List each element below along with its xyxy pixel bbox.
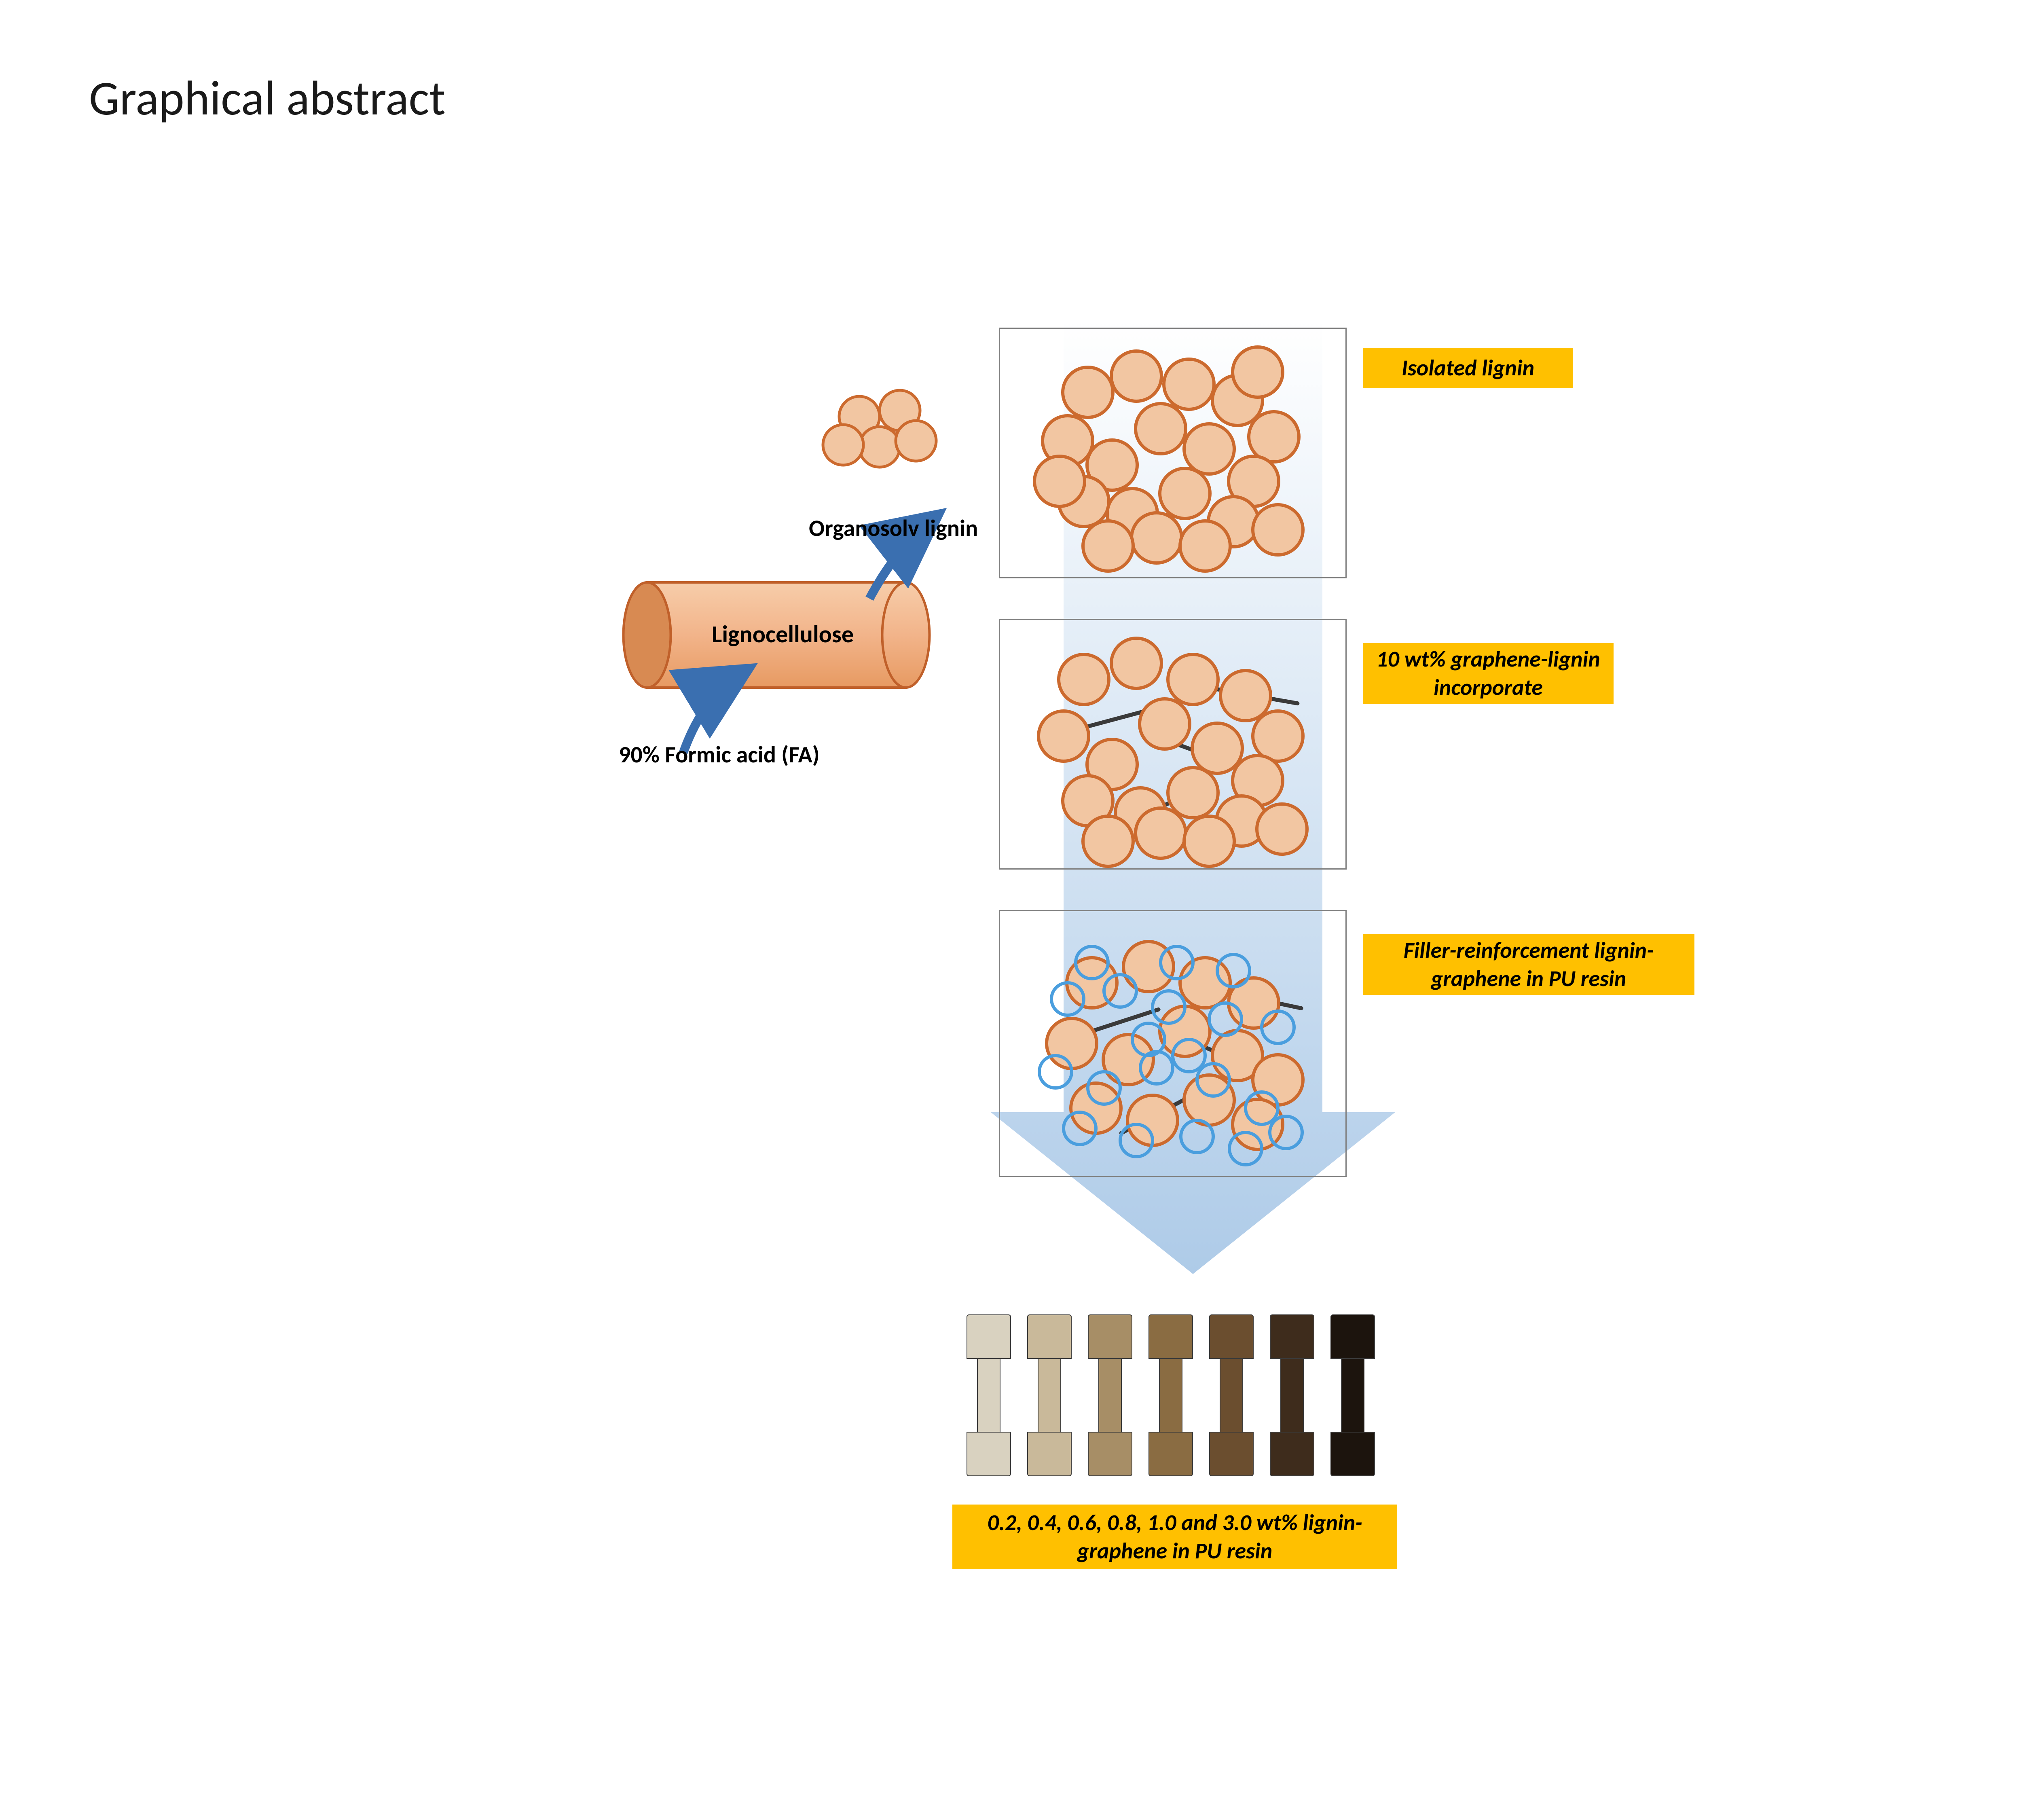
dogbone-specimen bbox=[1209, 1314, 1254, 1476]
label-specimen-concentrations: 0.2, 0.4, 0.6, 0.8, 1.0 and 3.0 wt% lign… bbox=[952, 1505, 1397, 1569]
panel-filler-pu bbox=[999, 910, 1347, 1177]
dogbone-specimen bbox=[1027, 1314, 1072, 1476]
dogbone-specimen bbox=[967, 1314, 1011, 1476]
dogbone-specimen bbox=[1330, 1314, 1375, 1476]
label-organosolv: Organosolv lignin bbox=[809, 514, 978, 542]
label-graphene-incorporate: 10 wt% graphene-lignin incorporate bbox=[1363, 643, 1614, 704]
label-isolated-lignin: Isolated lignin bbox=[1363, 348, 1573, 388]
label-formic-acid: 90% Formic acid (FA) bbox=[619, 740, 820, 769]
panel-graphene-lignin bbox=[999, 619, 1347, 870]
label-filler-reinforcement: Filler-reinforcement lignin-graphene in … bbox=[1363, 934, 1694, 995]
panel-isolated-lignin bbox=[999, 328, 1347, 578]
organosolv-lignin-cluster bbox=[823, 390, 936, 467]
label-lignocellulose: Lignocellulose bbox=[712, 620, 854, 649]
dogbone-specimen bbox=[1270, 1314, 1314, 1476]
dogbone-specimen bbox=[1148, 1314, 1193, 1476]
dogbone-specimen bbox=[1088, 1314, 1132, 1476]
